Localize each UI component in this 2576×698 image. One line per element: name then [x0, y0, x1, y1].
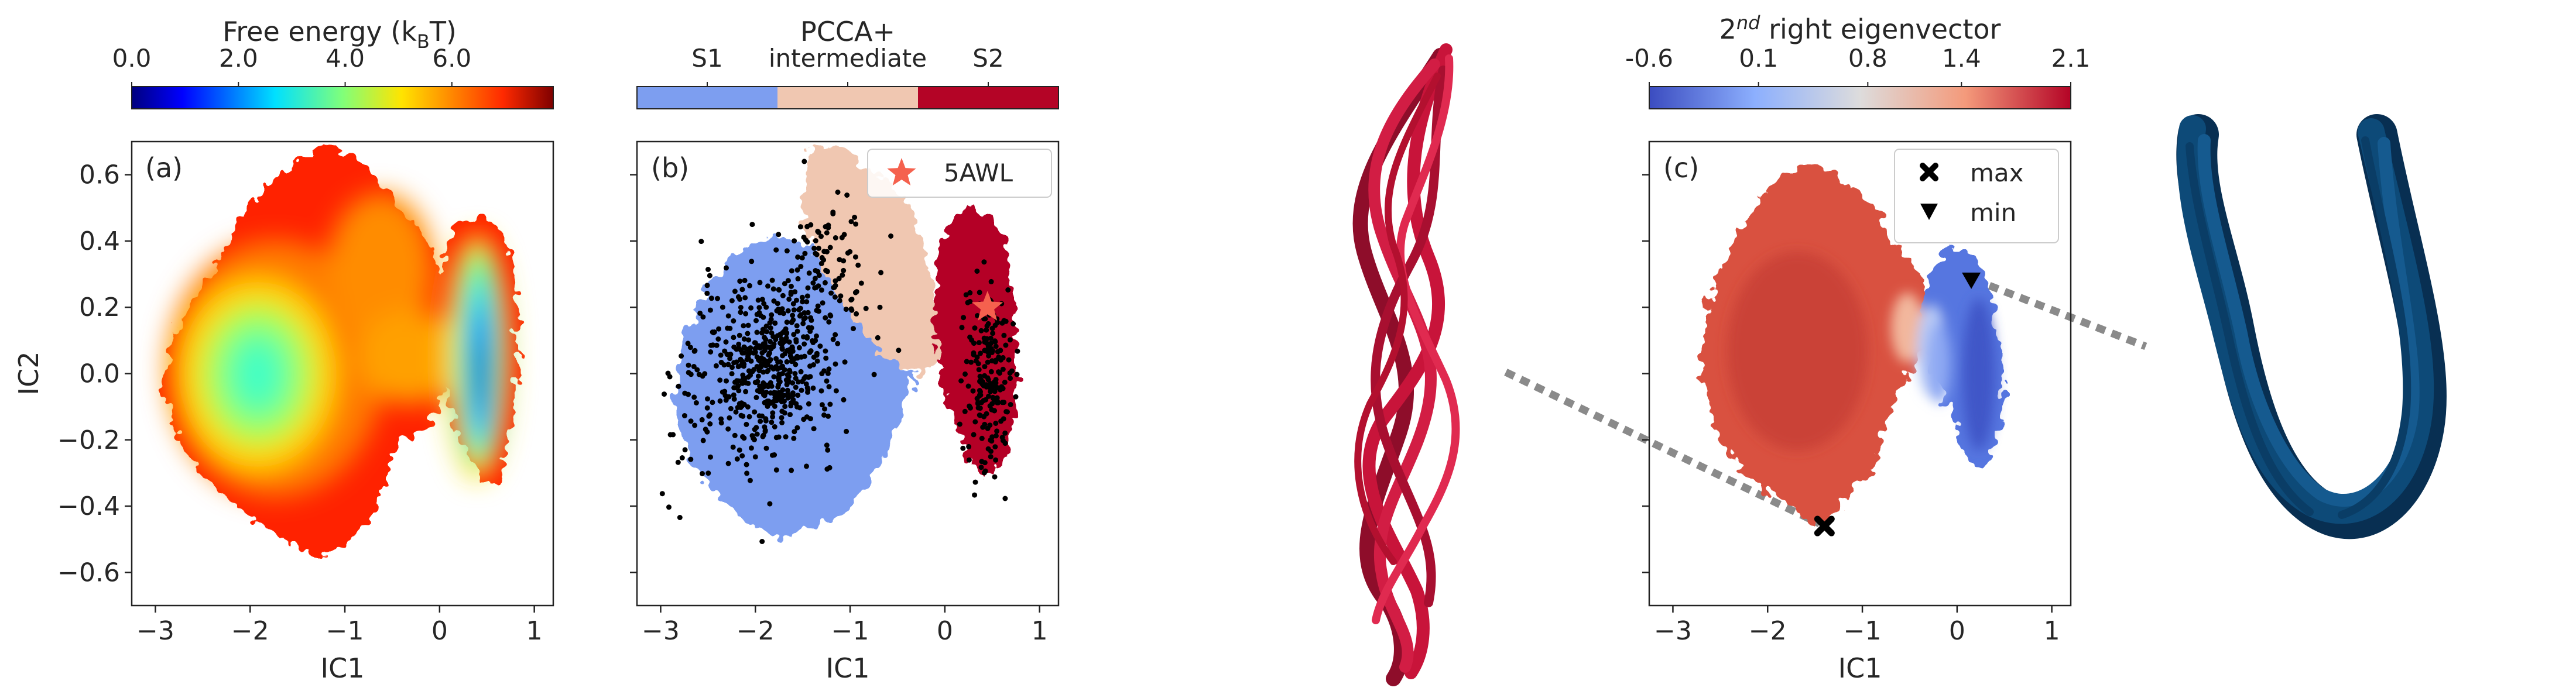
colorbar-b-s2: [918, 87, 1059, 109]
x-tick-label: −1: [831, 616, 869, 646]
x-tick-label: −3: [642, 616, 680, 646]
x-tick-label: −3: [136, 616, 174, 646]
y-axis-label: IC2: [13, 352, 44, 396]
hairpin-structure: [2176, 114, 2447, 539]
reference-star-icon: [972, 291, 1003, 321]
y-tick-label: −0.4: [57, 491, 120, 521]
extended-structure: [1352, 43, 1460, 686]
legend-c-triangle-icon: [1920, 204, 1938, 220]
x-tick-label: −2: [1749, 616, 1787, 646]
colorbar-b-intermediate: [777, 87, 918, 109]
colorbar-a-title: Free energy (kBT): [222, 16, 457, 53]
colorbar-a-tick: 6.0: [432, 44, 471, 73]
x-tick-label: 1: [2044, 616, 2060, 646]
panel-c: 2nd right eigenvector -0.6 0.1 0.8 1.4 2.1 (…: [1625, 12, 2090, 684]
x-tick-label: 1: [526, 616, 543, 646]
legend-c-max-label: max: [1970, 159, 2024, 187]
x-tick-label: −1: [326, 616, 364, 646]
x-tick-label: −1: [1844, 616, 1882, 646]
colorbar-a-tick: 2.0: [219, 44, 258, 73]
colorbar-c-tick: 2.1: [2051, 44, 2091, 73]
state-map-b: [659, 143, 1020, 544]
x-tick-label: 0: [1949, 616, 1965, 646]
legend-c-min-label: min: [1970, 198, 2016, 227]
y-tick-label: 0.0: [79, 359, 120, 389]
x-tick-label: 1: [1032, 616, 1048, 646]
x-tick-label: 0: [431, 616, 448, 646]
legend-c-cross-icon: [1920, 163, 1938, 181]
y-tick-label: 0.6: [79, 160, 120, 190]
colorbar-b: PCCA+ S1 intermediate S2: [636, 16, 1059, 109]
colorbar-a: Free energy (kBT) 0.0 2.0 4.0 6.0: [112, 16, 554, 109]
panel-a-label: (a): [145, 152, 183, 184]
x-axis-label-b: IC1: [826, 652, 870, 684]
colorbar-c-tick: 0.8: [1848, 44, 1888, 73]
colorbar-c: 2nd right eigenvector -0.6 0.1 0.8 1.4 2.1: [1625, 12, 2090, 109]
y-tick-label: 0.4: [79, 226, 120, 256]
panel-b-label: (b): [651, 152, 689, 184]
legend-b-label: 5AWL: [944, 159, 1013, 187]
colorbar-c-tick: -0.6: [1625, 44, 1673, 73]
x-tick-label: −2: [231, 616, 269, 646]
panel-b: PCCA+ S1 intermediate S2 (b) 5AWL: [630, 16, 1060, 684]
connector-lines: [1504, 276, 2147, 527]
x-tick-label: −2: [737, 616, 775, 646]
x-tick-label: −3: [1654, 616, 1692, 646]
colorbar-b-label-intermediate: intermediate: [769, 44, 927, 73]
colorbar-c-bar: [1649, 86, 2071, 109]
colorbar-b-label-s2: S2: [972, 44, 1003, 73]
colorbar-a-tick: 0.0: [112, 44, 152, 73]
colorbar-c-tick: 1.4: [1942, 44, 1981, 73]
colorbar-b-title: PCCA+: [800, 16, 895, 47]
y-tick-label: 0.2: [79, 293, 120, 322]
colorbar-a-bar: [131, 86, 554, 109]
colorbar-c-tick: 0.1: [1739, 44, 1778, 73]
legend-b: 5AWL: [867, 149, 1052, 198]
colorbar-b-label-s1: S1: [691, 44, 722, 73]
y-tick-label: −0.6: [57, 558, 120, 587]
y-tick-label: −0.2: [57, 425, 120, 455]
colorbar-b-s1: [637, 87, 777, 109]
min-marker-icon: [1962, 272, 1981, 289]
colorbar-c-title: 2nd right eigenvector: [1719, 12, 2001, 45]
x-axis-label-a: IC1: [321, 652, 365, 684]
panel-c-label: (c): [1663, 152, 1699, 184]
legend-b-star-icon: [887, 158, 916, 185]
panel-a: Free energy (kBT) 0.0 2.0 4.0 6.0: [13, 16, 554, 684]
legend-c: max min: [1894, 149, 2059, 243]
x-axis-label-c: IC1: [1838, 652, 1882, 684]
colorbar-a-tick: 4.0: [326, 44, 365, 73]
x-tick-label: 0: [937, 616, 953, 646]
eigenvector-map-c: [1701, 164, 2002, 527]
max-marker-icon: [1814, 515, 1835, 537]
heatmap-a: [161, 143, 518, 556]
